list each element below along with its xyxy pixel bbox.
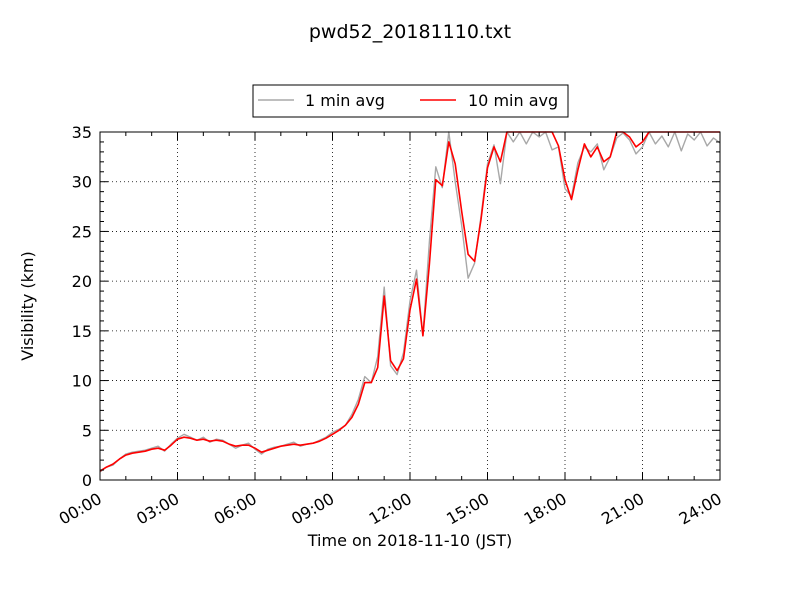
x-tick-label: 24:00 bbox=[676, 489, 725, 529]
y-tick-label: 10 bbox=[72, 372, 92, 391]
x-axis-title: Time on 2018-11-10 (JST) bbox=[307, 531, 512, 550]
y-tick-label: 5 bbox=[82, 421, 92, 440]
legend: 1 min avg 10 min avg bbox=[252, 84, 569, 118]
y-tick-label: 15 bbox=[72, 322, 92, 341]
x-tick-label: 09:00 bbox=[288, 489, 337, 529]
chart-title: pwd52_20181110.txt bbox=[309, 21, 511, 43]
legend-box bbox=[252, 84, 569, 118]
y-tick-label: 35 bbox=[72, 123, 92, 142]
x-tick-label: 00:00 bbox=[56, 489, 105, 529]
y-tick-label: 0 bbox=[82, 471, 92, 490]
legend-label-10min: 10 min avg bbox=[468, 91, 558, 110]
x-tick-labels: 00:00 03:00 06:00 09:00 12:00 15:00 18:00 21:00… bbox=[56, 489, 725, 529]
y-axis-title: Visibility (km) bbox=[18, 251, 37, 360]
x-tick-label: 12:00 bbox=[366, 489, 415, 529]
y-tick-label: 20 bbox=[72, 272, 92, 291]
legend-label-1min: 1 min avg bbox=[305, 91, 385, 110]
grid-lines bbox=[100, 132, 720, 480]
x-tick-label: 15:00 bbox=[443, 489, 492, 529]
x-tick-label: 03:00 bbox=[133, 489, 182, 529]
y-tick-labels: 0 5 10 15 20 25 30 35 bbox=[72, 123, 92, 490]
x-tick-label: 18:00 bbox=[521, 489, 570, 529]
y-tick-label: 25 bbox=[72, 222, 92, 241]
x-tick-label: 06:00 bbox=[211, 489, 260, 529]
y-tick-label: 30 bbox=[72, 173, 92, 192]
series-line-1min-avg bbox=[99, 131, 721, 473]
x-tick-label: 21:00 bbox=[598, 489, 647, 529]
plot-frame bbox=[99, 131, 721, 481]
